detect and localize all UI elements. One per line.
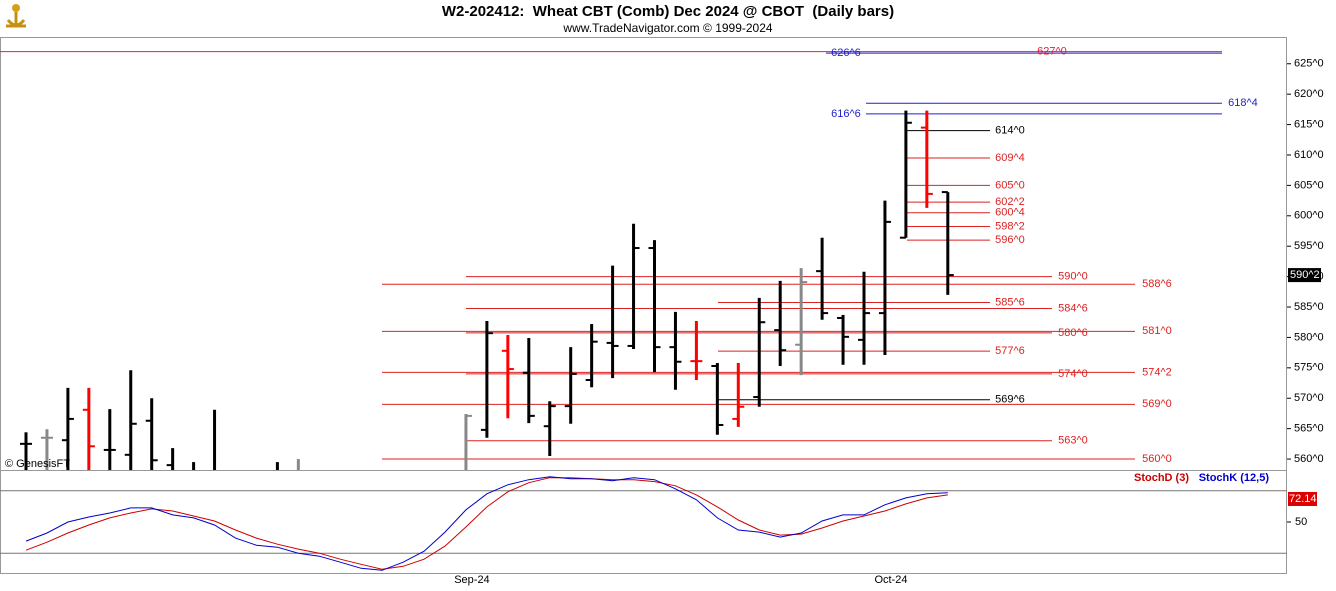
price-plot bbox=[0, 51, 1222, 470]
legend-entry: StochD (3) bbox=[1134, 472, 1189, 484]
y-tick-label: 565^0 bbox=[1294, 423, 1324, 435]
stoch-line bbox=[25, 476, 948, 571]
last-price-box bbox=[1288, 268, 1321, 283]
y-tick-label: 560^0 bbox=[1294, 453, 1324, 465]
level-label: 569^0 bbox=[1142, 398, 1172, 410]
level-label: 600^4 bbox=[995, 207, 1025, 219]
level-label: 618^4 bbox=[1228, 97, 1258, 109]
y-tick-label: 615^0 bbox=[1294, 118, 1324, 130]
level-label: 569^6 bbox=[995, 394, 1025, 406]
legend-entry: StochK (12,5) bbox=[1199, 472, 1270, 484]
y-tick-label: 570^0 bbox=[1294, 392, 1324, 404]
level-label: 590^0 bbox=[1058, 271, 1088, 283]
level-label: 580^6 bbox=[1058, 327, 1088, 339]
level-label: 588^6 bbox=[1142, 278, 1172, 290]
y-tick-label: 610^0 bbox=[1294, 149, 1324, 161]
last-price-label: 590^2 bbox=[1290, 269, 1320, 281]
y-tick-label: 620^0 bbox=[1294, 88, 1324, 100]
y-tick-label: 595^0 bbox=[1294, 240, 1324, 252]
level-label: 614^0 bbox=[995, 125, 1025, 137]
level-label: 616^6 bbox=[831, 108, 861, 120]
level-label: 596^0 bbox=[995, 234, 1025, 246]
last-value-box bbox=[1288, 491, 1317, 506]
chart-subtitle: www.TradeNavigator.com © 1999-2024 bbox=[562, 21, 772, 35]
last-value-label: 72.14 bbox=[1289, 493, 1317, 505]
level-label: 581^0 bbox=[1142, 325, 1172, 337]
y-tick-label: 575^0 bbox=[1294, 362, 1324, 374]
y-tick-label: 605^0 bbox=[1294, 179, 1324, 191]
y-tick-label: 50 bbox=[1295, 516, 1307, 528]
level-label: 585^6 bbox=[995, 296, 1025, 308]
y-tick-label: 585^0 bbox=[1294, 301, 1324, 313]
y-tick-label: 600^0 bbox=[1294, 210, 1324, 222]
level-label: 574^2 bbox=[1142, 366, 1172, 378]
level-label: 574^0 bbox=[1058, 368, 1088, 380]
y-tick-label: 625^0 bbox=[1294, 58, 1324, 70]
x-tick-label: Sep-24 bbox=[454, 574, 489, 586]
logo bbox=[6, 4, 26, 28]
level-label: 563^0 bbox=[1058, 435, 1088, 447]
axes: 560^0 565^0 570^0 575^0 580^0 585^0 590^0 595^0… bbox=[454, 58, 1323, 586]
watermark: © GenesisFT bbox=[5, 458, 70, 470]
level-label: 627^0 bbox=[1037, 46, 1067, 58]
stoch-panel-frame bbox=[0, 470, 1287, 574]
stoch-plot bbox=[0, 476, 1287, 571]
level-label: 609^4 bbox=[995, 152, 1025, 164]
level-label: 560^0 bbox=[1142, 453, 1172, 465]
level-label: 577^6 bbox=[995, 345, 1025, 357]
level-label: 602^2 bbox=[995, 196, 1025, 208]
level-label: 605^0 bbox=[995, 179, 1025, 191]
level-label: 584^6 bbox=[1058, 302, 1088, 314]
chart-title: W2-202412: Wheat CBT (Comb) Dec 2024 @ C… bbox=[442, 3, 894, 20]
level-label: 598^2 bbox=[995, 220, 1025, 232]
level-label: 626^6 bbox=[831, 47, 861, 59]
y-tick-label: 580^0 bbox=[1294, 331, 1324, 343]
x-tick-label: Oct-24 bbox=[874, 574, 907, 586]
